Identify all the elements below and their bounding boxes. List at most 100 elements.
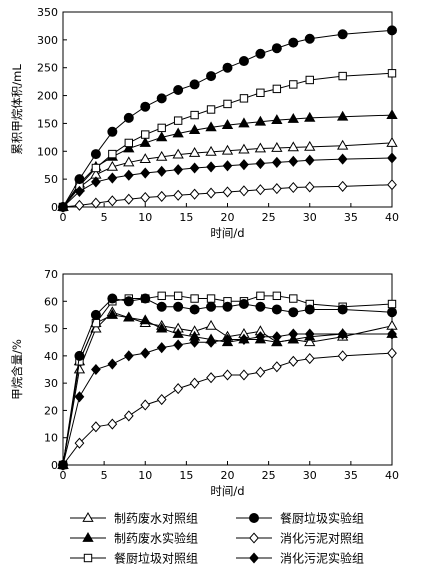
data-point	[271, 304, 282, 315]
data-point	[156, 301, 167, 312]
data-point	[287, 141, 299, 152]
data-point	[206, 161, 216, 173]
y-tick-label: 0	[51, 459, 58, 472]
data-point	[107, 418, 118, 430]
data-point	[222, 369, 233, 381]
data-point	[304, 336, 316, 347]
data-point	[222, 160, 233, 172]
data-point	[272, 84, 282, 94]
data-point	[304, 33, 315, 44]
y-tick-label: 50	[44, 173, 58, 186]
data-point	[91, 176, 101, 188]
data-point	[140, 293, 151, 304]
y-tick-label: 100	[37, 145, 58, 158]
series-4	[58, 293, 397, 470]
data-point	[139, 314, 151, 325]
data-point	[271, 114, 283, 124]
series-6	[58, 328, 397, 471]
data-point	[58, 201, 68, 213]
data-point	[107, 126, 118, 137]
data-point	[141, 130, 150, 139]
data-point	[337, 180, 348, 192]
data-point	[304, 353, 315, 365]
data-point	[288, 355, 299, 367]
data-point	[190, 294, 199, 303]
data-point	[337, 350, 348, 362]
data-point	[305, 75, 314, 85]
data-point	[156, 150, 168, 161]
data-point	[74, 199, 85, 211]
data-point	[386, 319, 398, 330]
y-axis-label: 累积甲烷体积/mL	[10, 64, 24, 155]
x-axis-label: 时间/d	[210, 226, 244, 240]
x-axis-label: 时间/d	[210, 484, 244, 498]
data-point	[140, 167, 151, 179]
y-tick-label: 50	[44, 323, 58, 336]
data-point	[304, 181, 315, 193]
x-tick-label: 5	[101, 469, 108, 482]
legend-item: 消化污泥实验组	[236, 551, 364, 566]
data-point	[387, 69, 397, 78]
legend-label: 制药废水实验组	[114, 531, 198, 546]
data-point	[206, 187, 216, 199]
data-point	[107, 195, 118, 207]
data-point	[271, 183, 282, 195]
data-point	[288, 328, 299, 340]
legend-marker	[82, 531, 94, 542]
data-point	[140, 347, 151, 359]
legend-label: 消化污泥对照组	[280, 532, 364, 546]
data-point	[108, 149, 117, 159]
data-point	[90, 149, 101, 160]
x-tick-label: 35	[344, 469, 358, 482]
data-point	[337, 29, 348, 40]
data-point	[221, 119, 234, 129]
data-point	[289, 294, 298, 303]
data-point	[205, 121, 217, 132]
data-point	[221, 144, 234, 155]
data-point	[123, 311, 135, 322]
data-point	[107, 172, 118, 184]
x-tick-label: 15	[179, 211, 193, 224]
x-tick-label: 35	[344, 211, 358, 224]
y-tick-label: 10	[44, 432, 58, 445]
data-point	[304, 154, 315, 166]
data-point	[256, 291, 265, 301]
data-point	[156, 93, 167, 104]
data-point	[255, 48, 266, 59]
data-point	[238, 299, 249, 310]
x-tick-label: 15	[179, 469, 193, 482]
data-point	[255, 331, 266, 343]
data-point	[173, 301, 184, 312]
data-point	[206, 294, 216, 303]
data-point	[173, 85, 184, 95]
data-point	[271, 141, 283, 152]
data-point	[123, 142, 135, 153]
x-tick-label: 10	[138, 469, 152, 482]
data-point	[337, 153, 348, 165]
data-point	[239, 333, 249, 346]
data-point	[239, 185, 249, 197]
legend-label: 餐厨垃圾对照组	[114, 551, 198, 566]
legend-marker	[82, 511, 94, 522]
data-point	[58, 459, 68, 471]
data-point	[90, 309, 101, 320]
cumulative-methane-chart: 0 5 10 15 20 25 30 35 40 0 50 100 150 200 250 300 350 时间/…	[10, 6, 399, 240]
data-point	[173, 339, 184, 351]
y-tick-label: 350	[37, 6, 58, 19]
data-point	[256, 88, 265, 97]
legend-label: 消化污泥实验组	[280, 551, 364, 566]
data-point	[172, 328, 184, 338]
y-tick-label: 70	[44, 268, 58, 281]
x-tick-label: 0	[60, 211, 67, 224]
data-point	[140, 191, 151, 204]
data-point	[123, 112, 134, 123]
data-point	[74, 350, 85, 361]
data-point	[387, 152, 397, 164]
data-point	[156, 393, 167, 406]
data-point	[239, 369, 249, 381]
data-point	[123, 156, 135, 167]
data-point	[287, 112, 299, 123]
data-point	[272, 291, 282, 301]
data-point	[106, 160, 119, 171]
data-point	[238, 117, 250, 128]
